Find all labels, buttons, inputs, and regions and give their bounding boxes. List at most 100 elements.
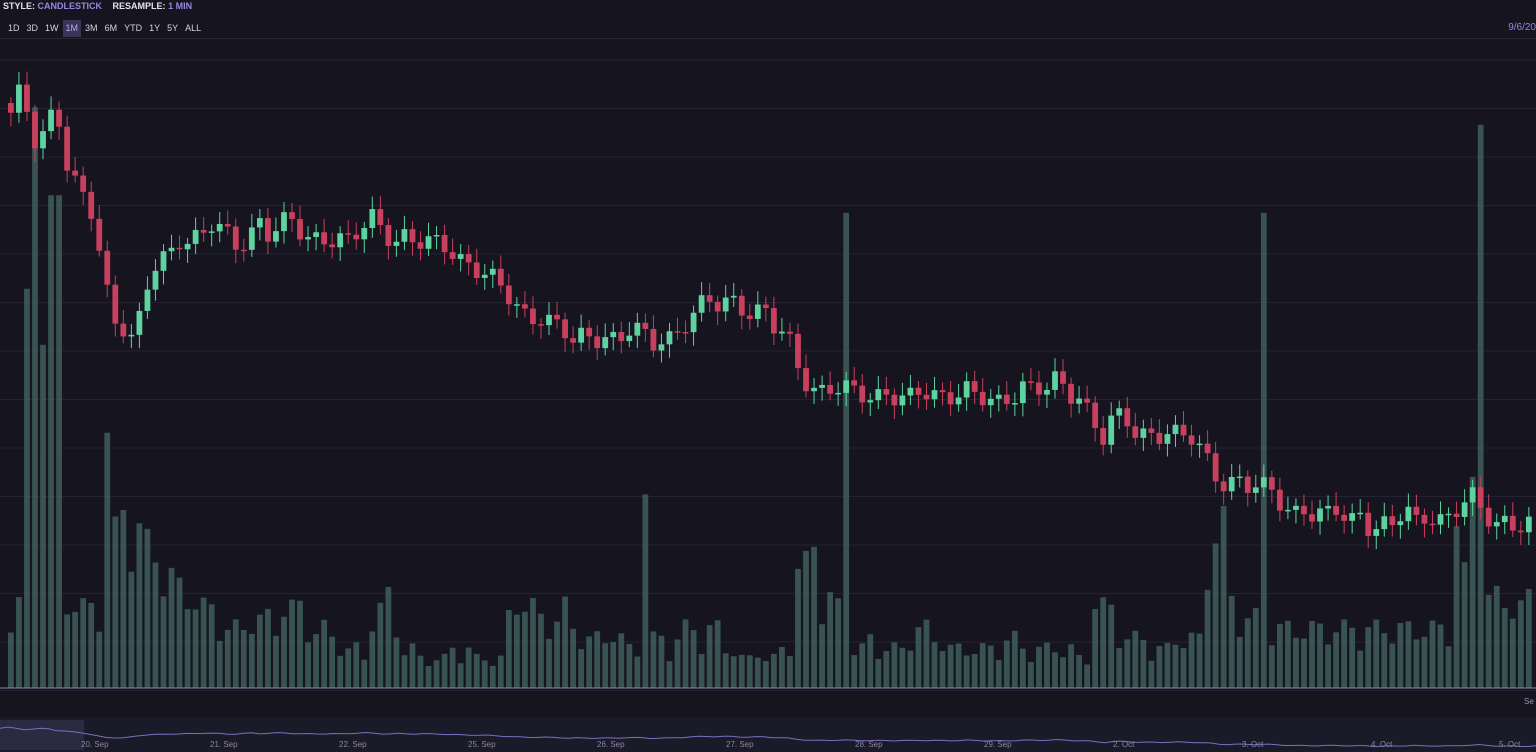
candle[interactable] — [192, 229, 199, 244]
candle[interactable] — [1236, 476, 1243, 479]
candle[interactable] — [634, 322, 641, 336]
range-button-6m[interactable]: 6M — [104, 23, 118, 33]
candle[interactable] — [1365, 512, 1372, 536]
candle[interactable] — [1164, 434, 1171, 444]
candle[interactable] — [289, 212, 295, 220]
candle[interactable] — [1108, 415, 1115, 445]
candle[interactable] — [650, 328, 657, 351]
candle[interactable] — [963, 381, 970, 398]
candle[interactable] — [8, 102, 14, 113]
candle[interactable] — [554, 314, 560, 320]
candle[interactable] — [1285, 509, 1291, 512]
candle[interactable] — [562, 319, 568, 339]
candle[interactable] — [168, 247, 175, 252]
candle[interactable] — [1220, 481, 1227, 492]
candle[interactable] — [377, 209, 384, 226]
candle[interactable] — [128, 334, 135, 337]
range-button-1w[interactable]: 1W — [45, 23, 59, 33]
candle[interactable] — [1517, 530, 1524, 533]
candle[interactable] — [1301, 505, 1307, 515]
candle[interactable] — [538, 324, 544, 326]
candle[interactable] — [56, 109, 62, 127]
candle[interactable] — [152, 270, 159, 290]
resample-value[interactable]: 1 MIN — [168, 1, 193, 11]
candle[interactable] — [385, 225, 392, 246]
candle[interactable] — [1509, 515, 1516, 531]
candle[interactable] — [1309, 514, 1315, 522]
candle[interactable] — [80, 175, 87, 192]
candle[interactable] — [811, 387, 817, 392]
candle[interactable] — [48, 109, 54, 132]
candle[interactable] — [1180, 424, 1187, 436]
candle[interactable] — [955, 397, 962, 405]
candle[interactable] — [24, 84, 30, 112]
candle[interactable] — [1461, 502, 1468, 517]
candle[interactable] — [738, 295, 745, 316]
candle[interactable] — [1501, 515, 1508, 523]
candle[interactable] — [248, 227, 255, 250]
candle[interactable] — [297, 219, 303, 240]
candle[interactable] — [433, 234, 440, 237]
candle[interactable] — [329, 244, 336, 248]
candle[interactable] — [915, 387, 922, 395]
candle[interactable] — [843, 380, 850, 393]
candle[interactable] — [1397, 521, 1404, 526]
range-button-1m[interactable]: 1M — [62, 20, 82, 37]
candle[interactable] — [1325, 505, 1331, 509]
candle[interactable] — [1389, 516, 1396, 526]
candle[interactable] — [1011, 403, 1018, 405]
candle[interactable] — [497, 268, 504, 286]
candle[interactable] — [1212, 453, 1219, 482]
candle[interactable] — [417, 242, 424, 249]
candle[interactable] — [594, 336, 601, 349]
candle[interactable] — [1036, 382, 1042, 395]
range-button-3d[interactable]: 3D — [26, 23, 39, 33]
candle[interactable] — [1100, 428, 1107, 445]
candle[interactable] — [16, 84, 22, 113]
candle[interactable] — [1525, 516, 1532, 533]
candle[interactable] — [586, 327, 593, 337]
candle[interactable] — [1244, 476, 1251, 493]
style-value[interactable]: CANDLESTICK — [37, 1, 103, 11]
candle[interactable] — [1044, 389, 1050, 395]
candle[interactable] — [1052, 371, 1058, 390]
candle[interactable] — [465, 254, 472, 263]
range-button-1d[interactable]: 1D — [8, 23, 20, 33]
candle[interactable] — [1172, 424, 1179, 435]
candle[interactable] — [457, 254, 464, 259]
candle[interactable] — [891, 394, 898, 406]
candle[interactable] — [907, 387, 914, 396]
candle[interactable] — [706, 295, 713, 302]
candle[interactable] — [522, 304, 528, 309]
candle[interactable] — [779, 331, 785, 334]
candle[interactable] — [819, 384, 825, 388]
candle[interactable] — [1228, 476, 1235, 492]
candle[interactable] — [642, 322, 649, 329]
candle[interactable] — [546, 314, 552, 326]
candle[interactable] — [995, 394, 1002, 399]
candle[interactable] — [947, 392, 954, 405]
candle[interactable] — [1333, 505, 1339, 515]
candle[interactable] — [281, 212, 287, 232]
candle[interactable] — [144, 289, 151, 311]
candle[interactable] — [104, 250, 111, 285]
candle[interactable] — [626, 335, 633, 342]
candle[interactable] — [232, 226, 239, 250]
candle[interactable] — [690, 312, 697, 333]
candle[interactable] — [803, 368, 809, 392]
range-button-1y[interactable]: 1Y — [149, 23, 161, 33]
candle[interactable] — [658, 344, 665, 351]
candle[interactable] — [513, 304, 520, 306]
candle[interactable] — [393, 241, 400, 246]
candle[interactable] — [160, 251, 167, 271]
candle[interactable] — [1453, 513, 1460, 517]
candle[interactable] — [987, 398, 994, 406]
candle[interactable] — [505, 285, 512, 305]
candlestick-chart[interactable]: Se — [0, 40, 1536, 720]
candle[interactable] — [72, 170, 79, 176]
candle[interactable] — [762, 304, 769, 309]
candle[interactable] — [1204, 443, 1211, 454]
candle[interactable] — [851, 380, 858, 386]
candle[interactable] — [618, 331, 625, 342]
candle[interactable] — [530, 308, 536, 325]
